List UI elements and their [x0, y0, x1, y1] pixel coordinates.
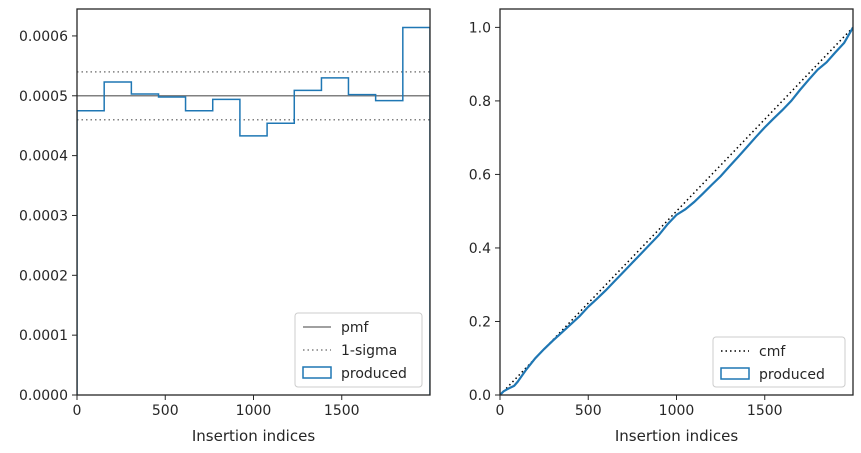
x-tick-label: 500: [152, 403, 179, 419]
legend: pmf 1-sigma produced: [294, 312, 423, 388]
y-tick-label: 0.0006: [19, 29, 68, 45]
x-tick-label: 1500: [747, 403, 783, 419]
legend-swatch-produced: [720, 367, 750, 380]
axes-frame: [76, 8, 431, 396]
legend-label: cmf: [759, 344, 786, 360]
plot-area: [77, 26, 430, 395]
legend-label: pmf: [341, 320, 370, 336]
x-tick-label: 500: [575, 403, 602, 419]
y-tick-label: 0.0004: [19, 149, 68, 165]
y-tick-label: 0.0000: [19, 388, 68, 404]
y-tick-label: 1.0: [469, 20, 491, 36]
y-tick-label: 0.2: [469, 314, 491, 330]
legend: cmf produced: [712, 336, 846, 388]
y-tick-label: 0.0001: [19, 328, 68, 344]
y-tick-label: 0.8: [469, 94, 491, 110]
x-tick-label: 1500: [324, 403, 360, 419]
legend-label: produced: [341, 366, 407, 382]
legend-label: 1-sigma: [341, 343, 397, 359]
x-axis-label: Insertion indices: [615, 427, 738, 445]
y-tick-label: 0.4: [469, 241, 491, 257]
legend-swatch-produced: [302, 366, 332, 379]
histogram-step: [77, 26, 430, 395]
series-line-produced: [500, 26, 853, 395]
x-axis-label: Insertion indices: [192, 427, 315, 445]
y-tick-label: 0.0002: [19, 268, 68, 284]
legend-label: produced: [759, 367, 825, 383]
legend-box: [294, 312, 423, 388]
left-axes-histogram: 0 500 1000 1500 0.0000 0.0001 0.0002 0.0003 0.00…: [19, 8, 431, 445]
axes-frame: [499, 8, 854, 396]
y-tick-label: 0.0005: [19, 89, 68, 105]
legend-box: [712, 336, 846, 388]
x-tick-label: 0: [496, 403, 505, 419]
x-tick-label: 0: [73, 403, 82, 419]
plot-area: [500, 26, 853, 395]
x-tick-label: 1000: [236, 403, 272, 419]
x-tick-label: 1000: [659, 403, 695, 419]
y-tick-label: 0.0003: [19, 208, 68, 224]
right-axes-cdf: 0 500 1000 1500 0.0 0.2 0.4 0.6 0.8 1.0 Insertion …: [469, 8, 854, 445]
y-tick-label: 0.0: [469, 388, 491, 404]
y-tick-label: 0.6: [469, 167, 491, 183]
